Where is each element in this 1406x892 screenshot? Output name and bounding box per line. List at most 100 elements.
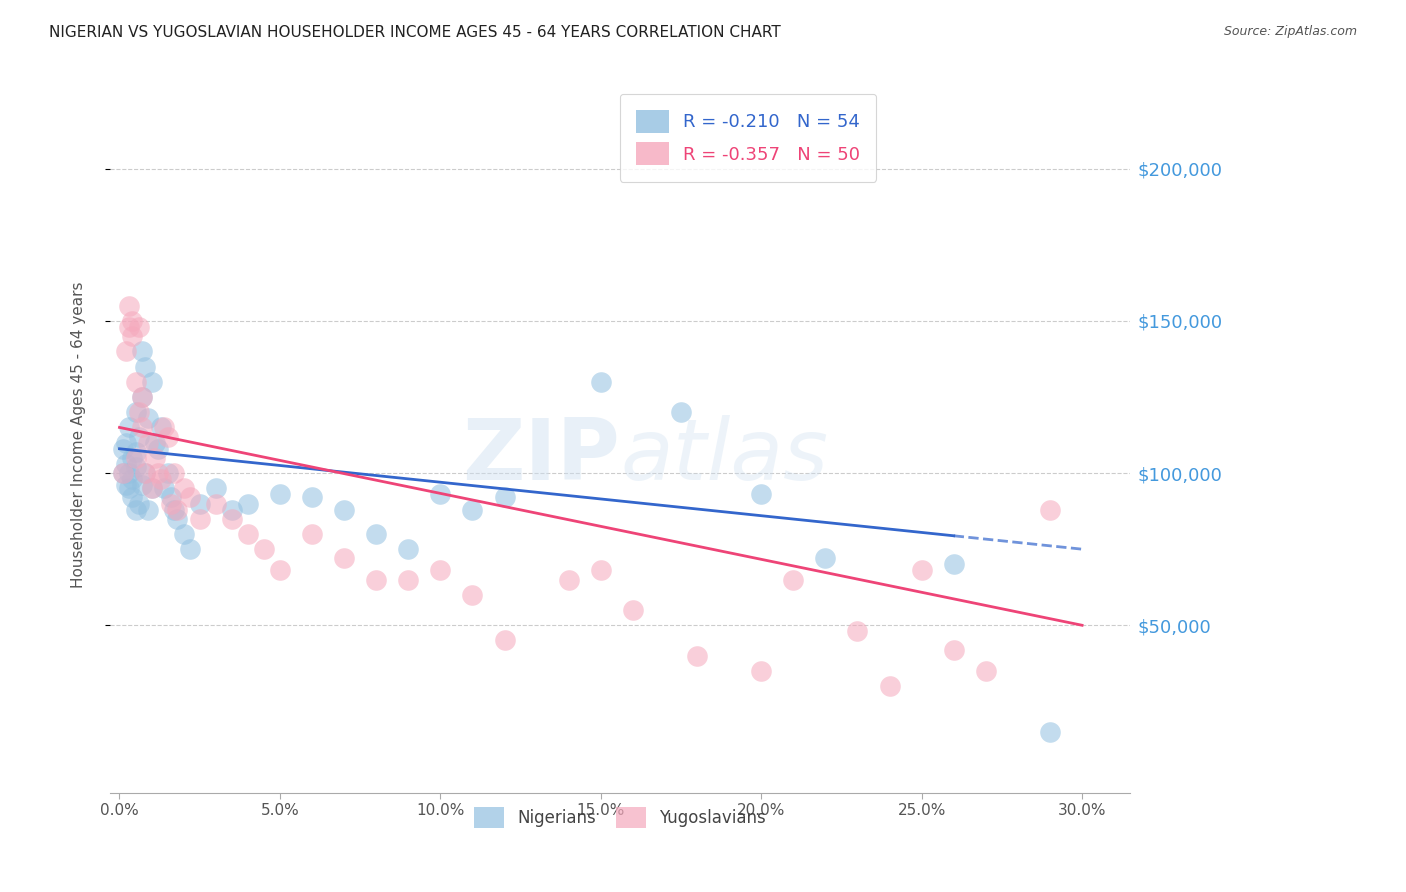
Point — [173, 527, 195, 541]
Text: atlas: atlas — [620, 415, 828, 498]
Point — [143, 450, 166, 465]
Point — [115, 344, 138, 359]
Point — [141, 375, 163, 389]
Point — [396, 573, 419, 587]
Point — [269, 487, 291, 501]
Point — [159, 496, 181, 510]
Point — [115, 435, 138, 450]
Point — [121, 329, 143, 343]
Y-axis label: Householder Income Ages 45 - 64 years: Householder Income Ages 45 - 64 years — [72, 282, 86, 589]
Point — [115, 478, 138, 492]
Point — [204, 481, 226, 495]
Point — [179, 491, 201, 505]
Point — [128, 405, 150, 419]
Point — [121, 472, 143, 486]
Point — [429, 487, 451, 501]
Point — [429, 564, 451, 578]
Point — [911, 564, 934, 578]
Point — [118, 420, 141, 434]
Point — [589, 564, 612, 578]
Point — [115, 457, 138, 471]
Point — [782, 573, 804, 587]
Point — [111, 442, 134, 456]
Point — [879, 679, 901, 693]
Point — [333, 502, 356, 516]
Point — [814, 551, 837, 566]
Point — [146, 442, 169, 456]
Text: ZIP: ZIP — [463, 415, 620, 498]
Point — [128, 429, 150, 443]
Point — [396, 542, 419, 557]
Point — [942, 642, 965, 657]
Point — [124, 375, 146, 389]
Point — [749, 664, 772, 678]
Point — [942, 558, 965, 572]
Point — [1039, 724, 1062, 739]
Point — [153, 481, 176, 495]
Point — [121, 491, 143, 505]
Point — [494, 633, 516, 648]
Point — [221, 512, 243, 526]
Point — [159, 491, 181, 505]
Point — [221, 502, 243, 516]
Point — [111, 466, 134, 480]
Point — [124, 444, 146, 458]
Point — [166, 512, 188, 526]
Point — [253, 542, 276, 557]
Point — [121, 314, 143, 328]
Point — [621, 603, 644, 617]
Point — [150, 420, 173, 434]
Point — [557, 573, 579, 587]
Point — [1039, 502, 1062, 516]
Point — [589, 375, 612, 389]
Legend: Nigerians, Yugoslavians: Nigerians, Yugoslavians — [467, 801, 773, 834]
Point — [156, 429, 179, 443]
Point — [138, 411, 160, 425]
Point — [124, 405, 146, 419]
Point — [179, 542, 201, 557]
Point — [204, 496, 226, 510]
Point — [366, 527, 388, 541]
Point — [141, 481, 163, 495]
Point — [166, 502, 188, 516]
Point — [134, 466, 156, 480]
Point — [366, 573, 388, 587]
Point — [301, 527, 323, 541]
Point — [749, 487, 772, 501]
Point — [188, 512, 211, 526]
Point — [131, 478, 153, 492]
Point — [138, 435, 160, 450]
Point — [461, 588, 484, 602]
Point — [131, 390, 153, 404]
Point — [138, 502, 160, 516]
Point — [974, 664, 997, 678]
Point — [333, 551, 356, 566]
Point — [124, 450, 146, 465]
Point — [461, 502, 484, 516]
Point — [173, 481, 195, 495]
Point — [131, 344, 153, 359]
Point — [131, 390, 153, 404]
Point — [269, 564, 291, 578]
Point — [301, 491, 323, 505]
Point — [236, 496, 259, 510]
Point — [163, 502, 186, 516]
Point — [141, 481, 163, 495]
Point — [118, 320, 141, 334]
Point — [111, 466, 134, 480]
Point — [134, 359, 156, 374]
Point — [156, 466, 179, 480]
Point — [128, 320, 150, 334]
Point — [128, 496, 150, 510]
Point — [669, 405, 692, 419]
Point — [121, 450, 143, 465]
Text: Source: ZipAtlas.com: Source: ZipAtlas.com — [1223, 25, 1357, 38]
Point — [134, 466, 156, 480]
Point — [494, 491, 516, 505]
Point — [153, 420, 176, 434]
Point — [118, 466, 141, 480]
Point — [163, 466, 186, 480]
Point — [686, 648, 709, 663]
Point — [118, 481, 141, 495]
Point — [146, 466, 169, 480]
